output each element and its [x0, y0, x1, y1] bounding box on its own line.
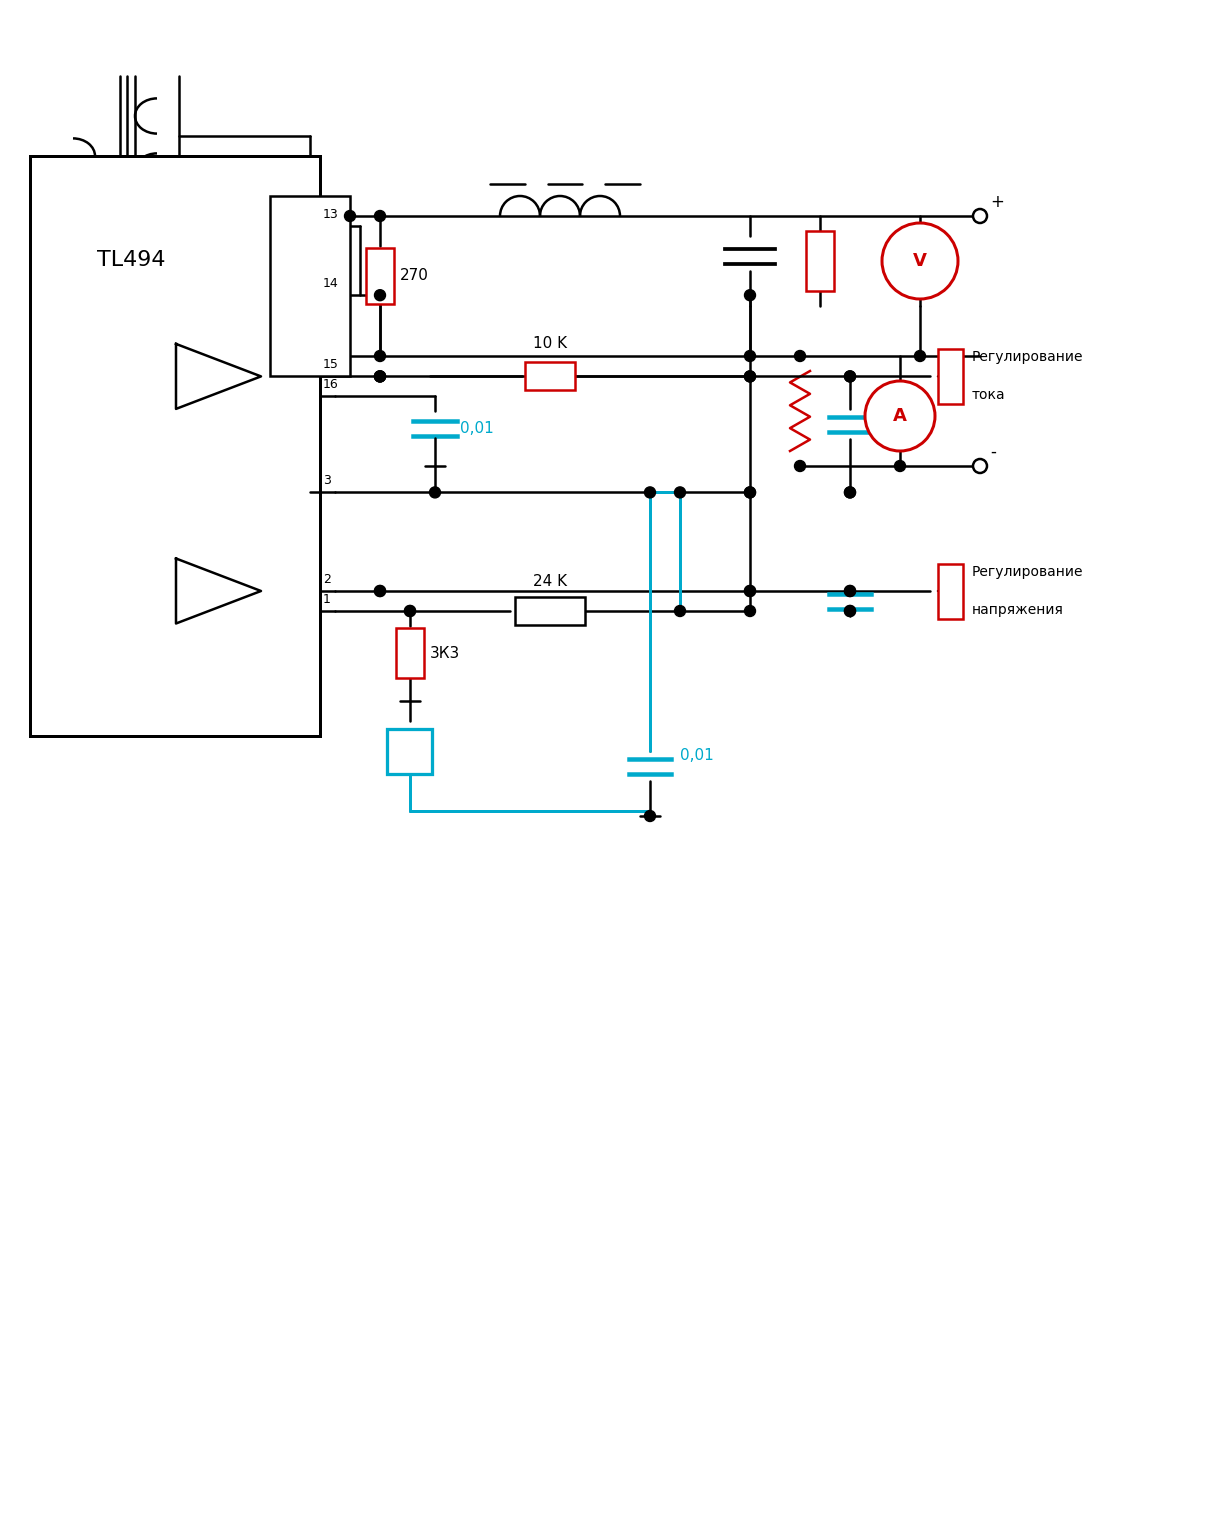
Bar — [938, 349, 962, 404]
Text: 14: 14 — [323, 276, 339, 290]
Circle shape — [882, 223, 957, 300]
Bar — [806, 230, 833, 290]
Text: +: + — [990, 194, 1004, 210]
Text: 10 K: 10 K — [533, 336, 567, 352]
Circle shape — [894, 461, 905, 472]
Circle shape — [915, 350, 926, 361]
Circle shape — [844, 585, 855, 596]
Circle shape — [844, 487, 855, 498]
Circle shape — [644, 811, 656, 822]
Circle shape — [795, 461, 806, 472]
Text: Регулирование: Регулирование — [972, 565, 1084, 579]
Circle shape — [795, 350, 806, 361]
Circle shape — [745, 370, 756, 382]
Circle shape — [374, 585, 385, 596]
Text: V: V — [912, 252, 927, 270]
Circle shape — [844, 605, 855, 616]
Circle shape — [844, 585, 855, 596]
Text: 3К3: 3К3 — [430, 645, 460, 660]
Bar — [396, 628, 424, 677]
Text: 1: 1 — [323, 593, 330, 607]
Circle shape — [745, 585, 756, 596]
Bar — [30, 157, 320, 736]
Bar — [515, 598, 584, 625]
Text: 2: 2 — [323, 573, 330, 587]
Text: 0,01: 0,01 — [460, 421, 493, 436]
Circle shape — [844, 487, 855, 498]
Text: 3: 3 — [323, 475, 330, 487]
Text: -: - — [990, 442, 996, 461]
Text: 33К: 33К — [400, 748, 430, 763]
Circle shape — [674, 487, 685, 498]
Text: 16: 16 — [323, 378, 339, 392]
Circle shape — [429, 487, 441, 498]
Text: 13: 13 — [323, 207, 339, 221]
Circle shape — [374, 370, 385, 382]
Circle shape — [973, 209, 987, 223]
Circle shape — [745, 585, 756, 596]
Text: Регулирование: Регулирование — [972, 350, 1084, 364]
Circle shape — [844, 370, 855, 382]
Circle shape — [865, 381, 936, 452]
Text: 0,01: 0,01 — [680, 748, 713, 763]
Text: тока: тока — [972, 389, 1006, 402]
Circle shape — [374, 370, 385, 382]
Text: 270: 270 — [400, 269, 429, 284]
Circle shape — [674, 605, 685, 616]
Text: напряжения: напряжения — [972, 604, 1064, 617]
Circle shape — [745, 487, 756, 498]
Circle shape — [745, 370, 756, 382]
Circle shape — [745, 487, 756, 498]
Circle shape — [973, 459, 987, 473]
Bar — [388, 728, 433, 774]
Circle shape — [405, 605, 416, 616]
Text: 24 K: 24 K — [533, 574, 567, 588]
Circle shape — [844, 605, 855, 616]
Bar — [270, 197, 350, 376]
Circle shape — [745, 290, 756, 301]
Text: TL494: TL494 — [97, 250, 165, 270]
Circle shape — [374, 290, 385, 301]
Text: A: A — [893, 407, 906, 425]
Circle shape — [844, 370, 855, 382]
Circle shape — [374, 370, 385, 382]
Bar — [938, 564, 962, 619]
Circle shape — [745, 350, 756, 361]
Bar — [525, 362, 575, 390]
Circle shape — [644, 487, 656, 498]
Circle shape — [345, 210, 356, 221]
Circle shape — [374, 585, 385, 596]
Circle shape — [374, 210, 385, 221]
Circle shape — [374, 350, 385, 361]
Bar — [366, 249, 394, 304]
Circle shape — [405, 605, 416, 616]
Circle shape — [745, 605, 756, 616]
Text: 15: 15 — [323, 358, 339, 372]
